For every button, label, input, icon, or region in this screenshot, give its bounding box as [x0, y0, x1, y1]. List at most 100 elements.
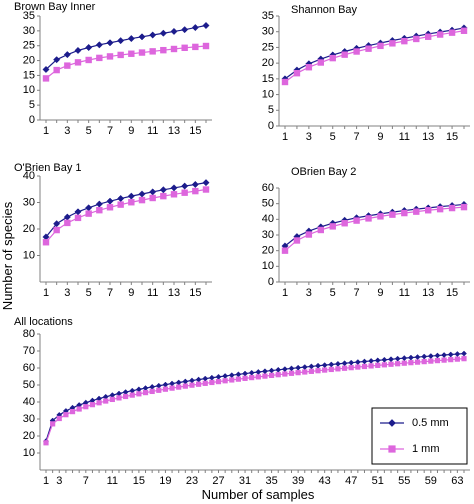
x-tick-label: 43 — [319, 475, 331, 487]
y-tick-label: 80 — [23, 328, 35, 340]
x-tick-label: 9 — [128, 125, 134, 137]
data-point-1mm — [448, 204, 456, 212]
x-tick-label: 7 — [83, 475, 89, 487]
data-point-1mm — [381, 362, 387, 368]
data-point-0-5mm — [427, 353, 434, 360]
panel-title: All locations — [14, 316, 73, 328]
data-point-1mm — [441, 357, 447, 363]
data-point-0-5mm — [248, 369, 255, 376]
data-point-1mm — [401, 209, 408, 217]
x-tick-label: 15 — [189, 287, 201, 299]
x-tick-label: 15 — [446, 131, 458, 143]
data-point-1mm — [281, 247, 289, 254]
y-tick-label: 20 — [262, 57, 274, 69]
data-point-1mm — [395, 361, 401, 367]
data-point-1mm — [64, 62, 71, 69]
x-tick-label: 15 — [446, 287, 458, 299]
data-point-1mm — [281, 78, 289, 86]
data-point-0-5mm — [42, 65, 50, 74]
y-tick-label: 40 — [23, 170, 35, 182]
y-tick-label: 5 — [268, 104, 274, 116]
data-point-1mm — [288, 370, 295, 376]
x-tick-label: 5 — [86, 125, 92, 137]
data-point-1mm — [242, 375, 248, 381]
data-point-1mm — [202, 380, 208, 386]
data-point-0-5mm — [63, 213, 71, 221]
x-tick-label: 11 — [107, 475, 118, 487]
data-point-1mm — [176, 384, 182, 390]
data-point-0-5mm — [181, 182, 189, 190]
data-point-1mm — [425, 207, 432, 214]
data-point-1mm — [389, 40, 396, 47]
x-axis-title: Number of samples — [202, 487, 315, 502]
data-point-1mm — [436, 205, 444, 213]
data-point-0-5mm — [191, 180, 199, 189]
data-point-1mm — [408, 360, 414, 366]
y-tick-label: 0 — [29, 114, 35, 126]
data-point-0-5mm — [308, 363, 315, 370]
data-point-0-5mm — [170, 27, 178, 36]
data-point-1mm — [329, 223, 336, 230]
y-tick-label: 25 — [262, 41, 274, 53]
data-point-0-5mm — [189, 377, 195, 384]
legend-label: 1 mm — [412, 443, 440, 455]
data-point-0-5mm — [321, 362, 328, 369]
x-tick-label: 31 — [239, 475, 251, 487]
x-tick-label: 1 — [282, 287, 288, 299]
data-point-0-5mm — [85, 43, 93, 52]
data-point-1mm — [96, 54, 103, 62]
data-point-1mm — [169, 385, 175, 391]
y-tick-label: 70 — [23, 345, 35, 357]
x-tick-label: 3 — [64, 125, 70, 137]
data-point-1mm — [128, 50, 135, 57]
panel-title: Shannon Bay — [291, 4, 358, 16]
y-tick-label: 5 — [29, 99, 35, 111]
data-point-0-5mm — [341, 360, 348, 367]
data-point-1mm — [305, 231, 313, 238]
x-tick-label: 13 — [422, 131, 434, 143]
data-point-1mm — [421, 359, 427, 365]
x-tick-label: 13 — [422, 287, 434, 299]
data-point-0-5mm — [74, 46, 82, 55]
x-tick-label: 15 — [189, 125, 201, 137]
data-point-1mm — [85, 210, 92, 217]
data-point-0-5mm — [288, 365, 295, 372]
data-point-1mm — [282, 371, 288, 377]
data-point-1mm — [305, 64, 313, 71]
data-point-1mm — [74, 214, 82, 222]
data-point-1mm — [215, 379, 222, 385]
x-tick-label: 23 — [186, 475, 198, 487]
series-line-1mm — [45, 358, 465, 443]
data-point-1mm — [293, 237, 301, 244]
y-tick-label: 0 — [268, 276, 274, 288]
data-point-1mm — [181, 44, 188, 51]
legend: 0.5 mm 1 mm — [371, 407, 468, 465]
data-point-0-5mm — [228, 372, 235, 379]
data-point-0-5mm — [135, 386, 142, 393]
panel-title: OBrien Bay 2 — [291, 166, 356, 178]
x-tick-label: 51 — [372, 475, 384, 487]
data-point-0-5mm — [315, 362, 321, 369]
data-point-1mm — [315, 368, 321, 374]
data-point-1mm — [413, 35, 420, 43]
data-point-1mm — [64, 219, 71, 227]
x-tick-label: 11 — [399, 287, 410, 299]
data-point-1mm — [328, 366, 334, 373]
data-point-0-5mm — [138, 190, 146, 198]
y-tick-label: 10 — [262, 88, 274, 100]
data-point-0-5mm — [348, 359, 355, 366]
y-tick-label: 20 — [262, 245, 274, 257]
x-tick-label: 63 — [451, 475, 463, 487]
data-point-0-5mm — [441, 352, 448, 358]
data-point-0-5mm — [182, 378, 189, 385]
data-point-0-5mm — [127, 192, 135, 200]
data-point-1mm — [448, 29, 456, 36]
y-tick-label: 10 — [23, 447, 35, 459]
x-tick-label: 1 — [43, 475, 49, 487]
data-point-1mm — [76, 406, 82, 412]
y-tick-label: 30 — [23, 196, 35, 208]
data-point-0-5mm — [202, 375, 209, 382]
data-point-0-5mm — [388, 356, 394, 363]
data-point-0-5mm — [149, 31, 157, 39]
